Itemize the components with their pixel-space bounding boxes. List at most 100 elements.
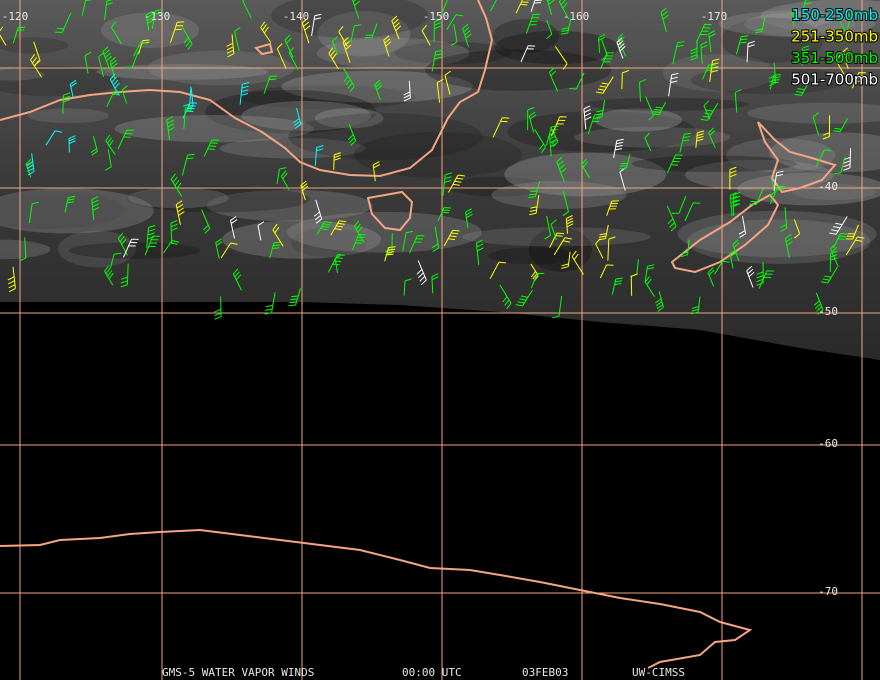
wind-barb [758, 270, 774, 289]
wind-barb [833, 117, 849, 133]
wind-barb [845, 236, 865, 256]
wind-barb [492, 117, 510, 138]
legend-entry: 150-250mb [791, 6, 878, 24]
cloud-patch [353, 131, 522, 178]
wind-barb [738, 215, 747, 238]
wind-barb [175, 200, 185, 225]
wind-barb [110, 21, 122, 45]
wind-barb [565, 215, 574, 234]
wind-barb [630, 273, 638, 296]
wind-barb [749, 188, 764, 205]
cloud-patch [57, 230, 137, 268]
wind-barb [109, 252, 122, 269]
wind-barb [801, 45, 810, 66]
wind-barb [182, 102, 198, 119]
wind-barb [121, 85, 128, 104]
wind-barb [528, 111, 537, 133]
wind-barb [26, 153, 35, 176]
wind-barb [33, 41, 41, 66]
wind-barb [553, 237, 572, 256]
wind-barb [122, 238, 139, 258]
wind-barb [695, 23, 712, 44]
wind-barb [530, 0, 542, 12]
wind-barb [556, 156, 567, 183]
wind-barb [45, 130, 63, 146]
cloud-patch [27, 108, 110, 124]
wind-barb [448, 174, 465, 193]
wind-barb [833, 156, 846, 175]
wind-barb [601, 39, 608, 61]
wind-barb [595, 76, 614, 94]
wind-barb [327, 254, 345, 273]
cloud-patch [241, 100, 372, 131]
wind-barb [829, 250, 838, 272]
wind-barb [499, 284, 512, 310]
wind-barb [700, 41, 708, 64]
wind-barb [347, 124, 357, 146]
wind-barb [708, 127, 716, 148]
footer: GMS-5 WATER VAPOR WINDS 00:00 UTC 03FEB03 U… [162, 666, 685, 679]
wind-barb [655, 291, 664, 312]
wind-barb [841, 47, 851, 70]
wind-barb [62, 92, 71, 114]
cloud-patch [238, 85, 417, 110]
wind-barb [595, 99, 606, 119]
wind-barb [234, 26, 241, 52]
wind-barb [239, 82, 250, 105]
wind-barb [829, 216, 848, 235]
wind-barb [690, 40, 698, 61]
wind-barb [269, 241, 281, 259]
wind-barb [272, 223, 284, 247]
wind-barb [276, 43, 287, 69]
cloud-patch [769, 132, 880, 173]
legend: 150-250mb 251-350mb 351-500mb 501-700mb [790, 5, 879, 90]
wind-barb [581, 158, 590, 179]
latitude-label: -50 [818, 305, 838, 318]
grid-labels: -120 -130 -140 -150 -160 -170 -40 -50 -60 -70 [2, 10, 838, 598]
wind-barb [201, 209, 211, 234]
wind-barb [684, 202, 701, 222]
wind-barb [680, 239, 690, 258]
cloud-patch [583, 97, 749, 111]
wind-barb [562, 190, 569, 217]
cloud-patch [314, 108, 384, 129]
cloud-patch [205, 89, 377, 134]
wind-barb [146, 225, 156, 249]
wind-barb [441, 0, 448, 14]
wind-barb [843, 148, 852, 171]
cloud-patch [718, 10, 876, 38]
wind-barb [19, 237, 27, 262]
wind-barb [391, 15, 402, 40]
wind-barb [90, 135, 98, 156]
wind-barb [372, 161, 381, 182]
imagery-region [0, 0, 880, 360]
wind-barb [779, 207, 788, 232]
legend-entry: 251-350mb [791, 28, 878, 46]
wind-barb [402, 230, 414, 252]
wind-barb [561, 251, 571, 269]
latitude-label: -60 [818, 437, 838, 450]
antarctica-coast [0, 528, 753, 669]
wind-barb [729, 191, 738, 217]
cloud-patch [126, 186, 311, 213]
wind-barb [68, 135, 76, 153]
cloud-patch [725, 138, 836, 173]
wind-barb [284, 34, 294, 58]
wind-barb [242, 0, 252, 19]
wind-barb [446, 14, 463, 30]
wind-barb [203, 139, 219, 157]
wind-barb [598, 224, 609, 241]
wind-barb [186, 88, 194, 110]
wind-barb [595, 238, 604, 259]
wind-barb [794, 78, 811, 96]
kangaroo-island [254, 42, 274, 56]
wind-barb [384, 246, 396, 262]
wind-barb [145, 10, 154, 31]
wind-barb [105, 149, 112, 171]
wind-barb [546, 19, 553, 40]
wind-barb [170, 21, 185, 43]
cloud-patch [100, 12, 200, 48]
wind-barb [226, 34, 235, 58]
wind-barb [300, 180, 309, 201]
wind-barb [672, 196, 687, 214]
